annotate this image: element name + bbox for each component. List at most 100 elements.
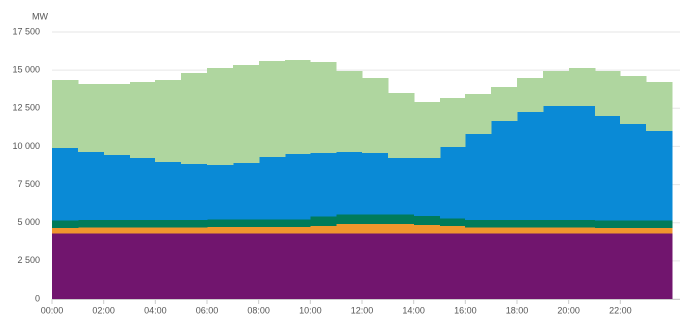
- area-segment: [595, 233, 621, 299]
- area-segment: [646, 82, 673, 132]
- x-tick-label: 00:00: [41, 305, 64, 315]
- area-segment: [388, 224, 415, 234]
- x-tick-label: 16:00: [454, 305, 477, 315]
- x-tick-label: 20:00: [557, 305, 580, 315]
- area-segment: [569, 227, 596, 234]
- area-segment: [78, 219, 105, 228]
- area-segment: [181, 163, 208, 220]
- area-segment: [388, 93, 415, 159]
- area-segment: [543, 227, 570, 234]
- area-segment: [491, 121, 518, 220]
- area-segment: [543, 105, 570, 220]
- area-segment: [207, 165, 234, 220]
- y-axis-label: MW: [32, 11, 48, 21]
- x-tick-label: 18:00: [506, 305, 529, 315]
- area-segment: [259, 226, 286, 234]
- area-segment: [517, 78, 544, 113]
- x-tick-label: 02:00: [92, 305, 115, 315]
- area-segment: [491, 87, 518, 122]
- area-segment: [543, 71, 570, 106]
- area-segment: [440, 218, 466, 227]
- area-segment: [155, 161, 182, 220]
- y-tick-label: 0: [35, 293, 40, 303]
- area-segment: [285, 233, 311, 299]
- area-segment: [362, 233, 389, 299]
- area-segment: [517, 227, 544, 234]
- area-segment: [543, 233, 570, 299]
- area-segment: [310, 216, 337, 226]
- y-tick-label: 15 000: [12, 65, 40, 75]
- area-segment: [207, 233, 234, 299]
- area-segment: [259, 157, 286, 220]
- area-segment: [310, 62, 337, 153]
- area-segment: [130, 219, 156, 228]
- area-segment: [440, 226, 466, 234]
- area-segment: [52, 80, 79, 148]
- area-segment: [465, 233, 492, 299]
- area-segment: [569, 68, 596, 106]
- area-segment: [130, 82, 156, 159]
- area-segment: [259, 219, 286, 227]
- area-segment: [414, 225, 441, 234]
- area-segment: [465, 134, 492, 220]
- area-segment: [646, 233, 673, 299]
- area-segment: [78, 152, 105, 220]
- area-segment: [233, 163, 260, 220]
- area-segment: [491, 219, 518, 228]
- area-segment: [517, 233, 544, 299]
- area-segment: [414, 215, 441, 226]
- area-segment: [310, 233, 337, 299]
- area-segment: [414, 233, 441, 299]
- area-segment: [130, 227, 156, 234]
- area-segment: [595, 71, 621, 117]
- area-segment: [491, 233, 518, 299]
- area-segment: [155, 80, 182, 162]
- area-segment: [155, 219, 182, 228]
- area-segment: [362, 214, 389, 225]
- area-segment: [336, 152, 363, 215]
- area-segment: [595, 116, 621, 221]
- area-segment: [181, 73, 208, 164]
- area-segment: [285, 60, 311, 155]
- area-segment: [414, 102, 441, 159]
- area-segment: [155, 233, 182, 299]
- area-segment: [517, 112, 544, 220]
- area-segment: [52, 220, 79, 229]
- area-segment: [646, 228, 673, 234]
- area-segment: [414, 158, 441, 216]
- y-tick-label: 12 500: [12, 103, 40, 113]
- area-segment: [336, 214, 363, 225]
- area-segment: [207, 226, 234, 234]
- area-segment: [233, 226, 260, 234]
- area-segment: [569, 219, 596, 228]
- x-tick-label: 12:00: [351, 305, 374, 315]
- area-segment: [336, 224, 363, 234]
- area-segment: [207, 68, 234, 166]
- area-segment: [388, 214, 415, 225]
- area-segment: [465, 227, 492, 234]
- area-segment: [233, 65, 260, 164]
- area-segment: [78, 233, 105, 299]
- area-segment: [620, 233, 647, 299]
- area-segment: [595, 220, 621, 229]
- area-segment: [155, 227, 182, 234]
- area-segment: [52, 228, 79, 234]
- area-segment: [543, 219, 570, 228]
- area-segment: [285, 154, 311, 220]
- x-tick-label: 14:00: [402, 305, 425, 315]
- area-segment: [620, 228, 647, 234]
- y-tick-label: 17 500: [12, 26, 40, 36]
- area-segment: [388, 158, 415, 215]
- area-segment: [362, 78, 389, 153]
- area-segment: [465, 94, 492, 135]
- area-segment: [388, 233, 415, 299]
- area-segment: [259, 233, 286, 299]
- area-segment: [517, 219, 544, 228]
- area-segment: [78, 84, 105, 153]
- area-segment: [285, 219, 311, 227]
- area-segment: [130, 158, 156, 220]
- y-tick-label: 2 500: [17, 255, 40, 265]
- area-segment: [78, 227, 105, 234]
